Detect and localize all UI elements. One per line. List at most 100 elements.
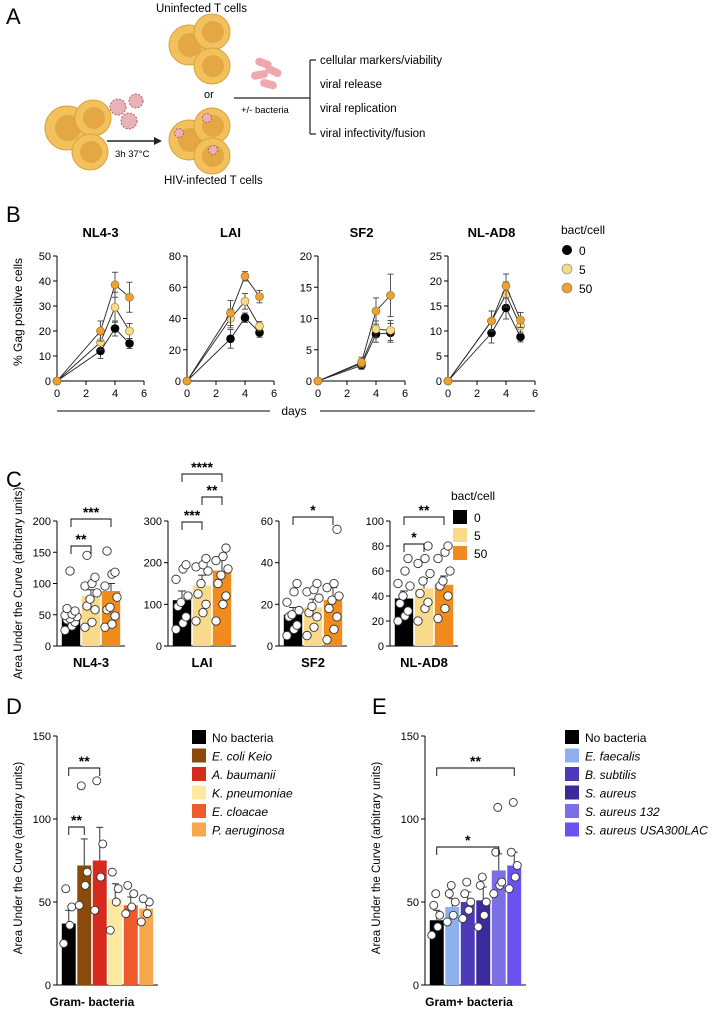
replicate-point (433, 553, 443, 564)
b-0-x-tick-label: 4 (112, 388, 118, 400)
b-0-x-tick-label: 6 (141, 388, 147, 400)
significance-label: * (411, 529, 417, 545)
significance-label: ** (470, 753, 481, 769)
subplot-title: NL4-3 (73, 655, 109, 670)
replicate-point (438, 576, 448, 586)
replicate-point (201, 553, 211, 564)
replicate-point (420, 553, 430, 564)
b-3-y-tick-label: 10 (430, 326, 442, 338)
replicate-point (322, 583, 332, 593)
replicate-point (423, 541, 433, 551)
panel-d-xlabel: Gram- bacteria (50, 995, 135, 1009)
replicate-point (183, 591, 193, 601)
legend-swatch (565, 748, 579, 763)
c-1-y-tick-label: 100 (144, 599, 162, 611)
readout-bracket (309, 59, 316, 135)
virus-particles-icon (109, 93, 144, 130)
replicate-point (221, 591, 231, 601)
b-1-y-tick-label: 40 (169, 314, 181, 326)
b-3-x-tick-label: 4 (503, 388, 509, 400)
panel-label-e: E (372, 694, 387, 719)
series-line-50 (447, 284, 521, 382)
replicate-point (82, 550, 92, 561)
replicate-point (393, 578, 403, 589)
data-point (357, 357, 366, 367)
c-2-y-tick-label: 60 (261, 516, 273, 528)
replicate-point (70, 606, 80, 616)
legend-c-swatch-50 (453, 546, 467, 560)
data-point (240, 272, 250, 281)
replicate-point (413, 558, 423, 569)
replicate-point (96, 872, 106, 882)
replicate-point (448, 910, 458, 920)
replicate-point (403, 553, 413, 564)
data-point (52, 376, 62, 386)
replicate-point (442, 917, 452, 927)
b-3-y-tick-label: 25 (430, 251, 442, 263)
c-0-y-tick-label: 150 (33, 547, 51, 559)
panel-label-d: D (6, 694, 22, 719)
legend-label: S. aureus (585, 787, 636, 801)
series-line-5 (186, 300, 260, 382)
data-point (487, 316, 496, 326)
replicate-point (221, 543, 231, 553)
replicate-point (466, 897, 476, 907)
replicate-point (211, 555, 221, 566)
replicate-point (80, 622, 90, 632)
significance-bracket (403, 543, 425, 552)
replicate-point (74, 900, 84, 910)
bar (61, 923, 76, 985)
legend-c-title: bact/cell (451, 489, 495, 503)
c-2-y-tick-label: 40 (261, 558, 273, 570)
bar (445, 906, 460, 985)
data-point (255, 322, 264, 331)
p-E-y-tick-label: 100 (401, 814, 419, 826)
replicate-point (138, 894, 148, 904)
b-3-y-tick-label: 0 (436, 376, 442, 388)
legend-swatch (192, 785, 206, 800)
incubation-label: 3h 37°C (115, 149, 150, 160)
series-line-0 (317, 332, 391, 382)
replicate-point (475, 880, 485, 890)
b-1-y-tick-label: 80 (169, 251, 181, 263)
bacteria-label: +/- bacteria (241, 105, 290, 116)
b-3-x-tick-label: 2 (474, 388, 480, 400)
replicate-point (110, 567, 120, 577)
replicate-point (481, 897, 491, 907)
data-point (240, 297, 250, 306)
legend-b-title: bact/cell (561, 223, 605, 237)
b-0-x-tick-label: 0 (54, 388, 60, 400)
c-0-y-tick-label: 0 (45, 641, 51, 653)
b-0-y-tick-label: 0 (45, 376, 51, 388)
replicate-point (287, 610, 297, 620)
bar (123, 905, 138, 985)
b-1-y-tick-label: 0 (175, 376, 181, 388)
b-1-x-tick-label: 6 (271, 388, 277, 400)
c-0-y-tick-label: 50 (39, 610, 51, 622)
data-point (110, 324, 120, 333)
replicate-point (112, 592, 122, 602)
subplot-title: SF2 (301, 655, 325, 670)
b-3-y-tick-label: 20 (430, 276, 442, 288)
panel-d-ylabel: Area Under the Curve (arbitrary units) (13, 762, 25, 955)
legend-b-label-5: 5 (579, 263, 586, 277)
replicate-point (444, 889, 454, 899)
c-3-y-tick-label: 60 (372, 566, 384, 578)
replicate-point (110, 611, 120, 621)
legend-c-swatch-0 (453, 510, 467, 524)
significance-bracket (403, 516, 445, 525)
data-point (226, 308, 235, 318)
replicate-point (405, 581, 415, 591)
replicate-point (458, 914, 468, 924)
p-E-y-tick-label: 0 (413, 980, 419, 992)
panel-b-xlabel: days (281, 404, 306, 418)
replicate-point (136, 917, 146, 927)
bar (108, 898, 123, 985)
data-point (110, 302, 120, 312)
replicate-point (512, 861, 522, 870)
replicate-point (142, 909, 152, 919)
replicate-point (196, 578, 206, 589)
replicate-point (400, 566, 410, 576)
